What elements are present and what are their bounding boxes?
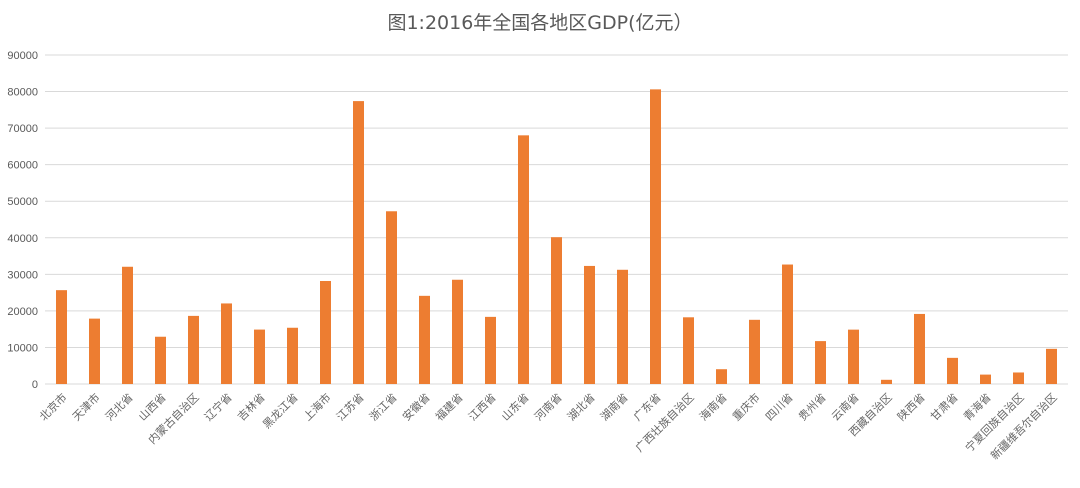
x-tick-label: 重庆市 bbox=[729, 390, 762, 423]
bar-河南省 bbox=[551, 237, 562, 384]
bar-重庆市 bbox=[749, 319, 760, 384]
x-tick-label: 山东省 bbox=[499, 391, 532, 424]
bar-云南省 bbox=[848, 329, 859, 384]
x-tick-label: 安徽省 bbox=[399, 390, 432, 423]
y-tick-label: 0 bbox=[32, 379, 38, 391]
x-tick-label: 辽宁省 bbox=[201, 390, 234, 423]
bar-黑龙江省 bbox=[287, 327, 298, 384]
x-tick-label: 贵州省 bbox=[796, 391, 829, 424]
x-tick-label: 福建省 bbox=[432, 390, 465, 423]
bar-山西省 bbox=[155, 336, 166, 384]
y-tick-label: 30000 bbox=[7, 269, 38, 281]
y-tick-label: 80000 bbox=[7, 87, 38, 99]
x-tick-label: 天津市 bbox=[69, 390, 102, 423]
bar-海南省 bbox=[716, 369, 727, 384]
bar-江苏省 bbox=[353, 101, 364, 384]
x-tick-label: 黑龙江省 bbox=[260, 391, 300, 431]
bar-宁夏回族自治区 bbox=[1013, 372, 1024, 384]
x-tick-label: 河北省 bbox=[103, 391, 136, 424]
x-tick-label: 四川省 bbox=[763, 391, 796, 424]
bar-天津市 bbox=[89, 318, 100, 384]
bar-西藏自治区 bbox=[881, 379, 892, 384]
x-tick-label: 江西省 bbox=[466, 391, 499, 424]
bar-内蒙古自治区 bbox=[188, 315, 199, 384]
bar-辽宁省 bbox=[221, 303, 232, 384]
y-tick-label: 40000 bbox=[7, 233, 38, 245]
bar-湖北省 bbox=[584, 265, 595, 384]
bar-广东省 bbox=[650, 89, 661, 385]
x-tick-label: 上海市 bbox=[300, 390, 333, 423]
x-tick-label: 陕西省 bbox=[894, 390, 927, 423]
x-tick-label: 甘肃省 bbox=[928, 391, 961, 424]
x-tick-label: 宁夏回族自治区 bbox=[962, 390, 1026, 454]
x-tick-label: 浙江省 bbox=[367, 391, 400, 424]
bar-浙江省 bbox=[386, 211, 397, 384]
bar-河北省 bbox=[122, 266, 133, 384]
bar-上海市 bbox=[320, 280, 331, 384]
y-tick-label: 90000 bbox=[7, 50, 38, 62]
y-tick-label: 70000 bbox=[7, 123, 38, 135]
x-tick-label: 河南省 bbox=[532, 391, 565, 424]
bar-江西省 bbox=[485, 316, 496, 384]
bar-甘肃省 bbox=[947, 357, 958, 384]
bar-广西壮族自治区 bbox=[683, 317, 694, 384]
bar-山东省 bbox=[518, 135, 529, 384]
x-tick-label: 北京市 bbox=[36, 390, 69, 423]
bar-青海省 bbox=[980, 374, 991, 384]
bar-四川省 bbox=[782, 264, 793, 384]
x-tick-label: 江苏省 bbox=[334, 391, 367, 424]
bar-福建省 bbox=[452, 279, 463, 384]
y-tick-label: 60000 bbox=[7, 160, 38, 172]
x-tick-label: 湖南省 bbox=[598, 391, 631, 424]
bar-新疆维吾尔自治区 bbox=[1046, 348, 1057, 384]
x-tick-label: 广西壮族自治区 bbox=[632, 390, 696, 454]
y-tick-label: 50000 bbox=[7, 196, 38, 208]
bar-安徽省 bbox=[419, 295, 430, 384]
bar-贵州省 bbox=[815, 341, 826, 384]
x-tick-label: 湖北省 bbox=[565, 391, 598, 424]
bar-陕西省 bbox=[914, 313, 925, 384]
bar-湖南省 bbox=[617, 269, 628, 384]
bar-北京市 bbox=[56, 290, 67, 384]
chart-title: 图1:2016年全国各地区GDP(亿元） bbox=[387, 12, 693, 34]
y-tick-label: 10000 bbox=[7, 342, 38, 354]
bar-吉林省 bbox=[254, 329, 265, 384]
y-tick-label: 20000 bbox=[7, 306, 38, 318]
x-tick-label: 海南省 bbox=[696, 390, 729, 423]
